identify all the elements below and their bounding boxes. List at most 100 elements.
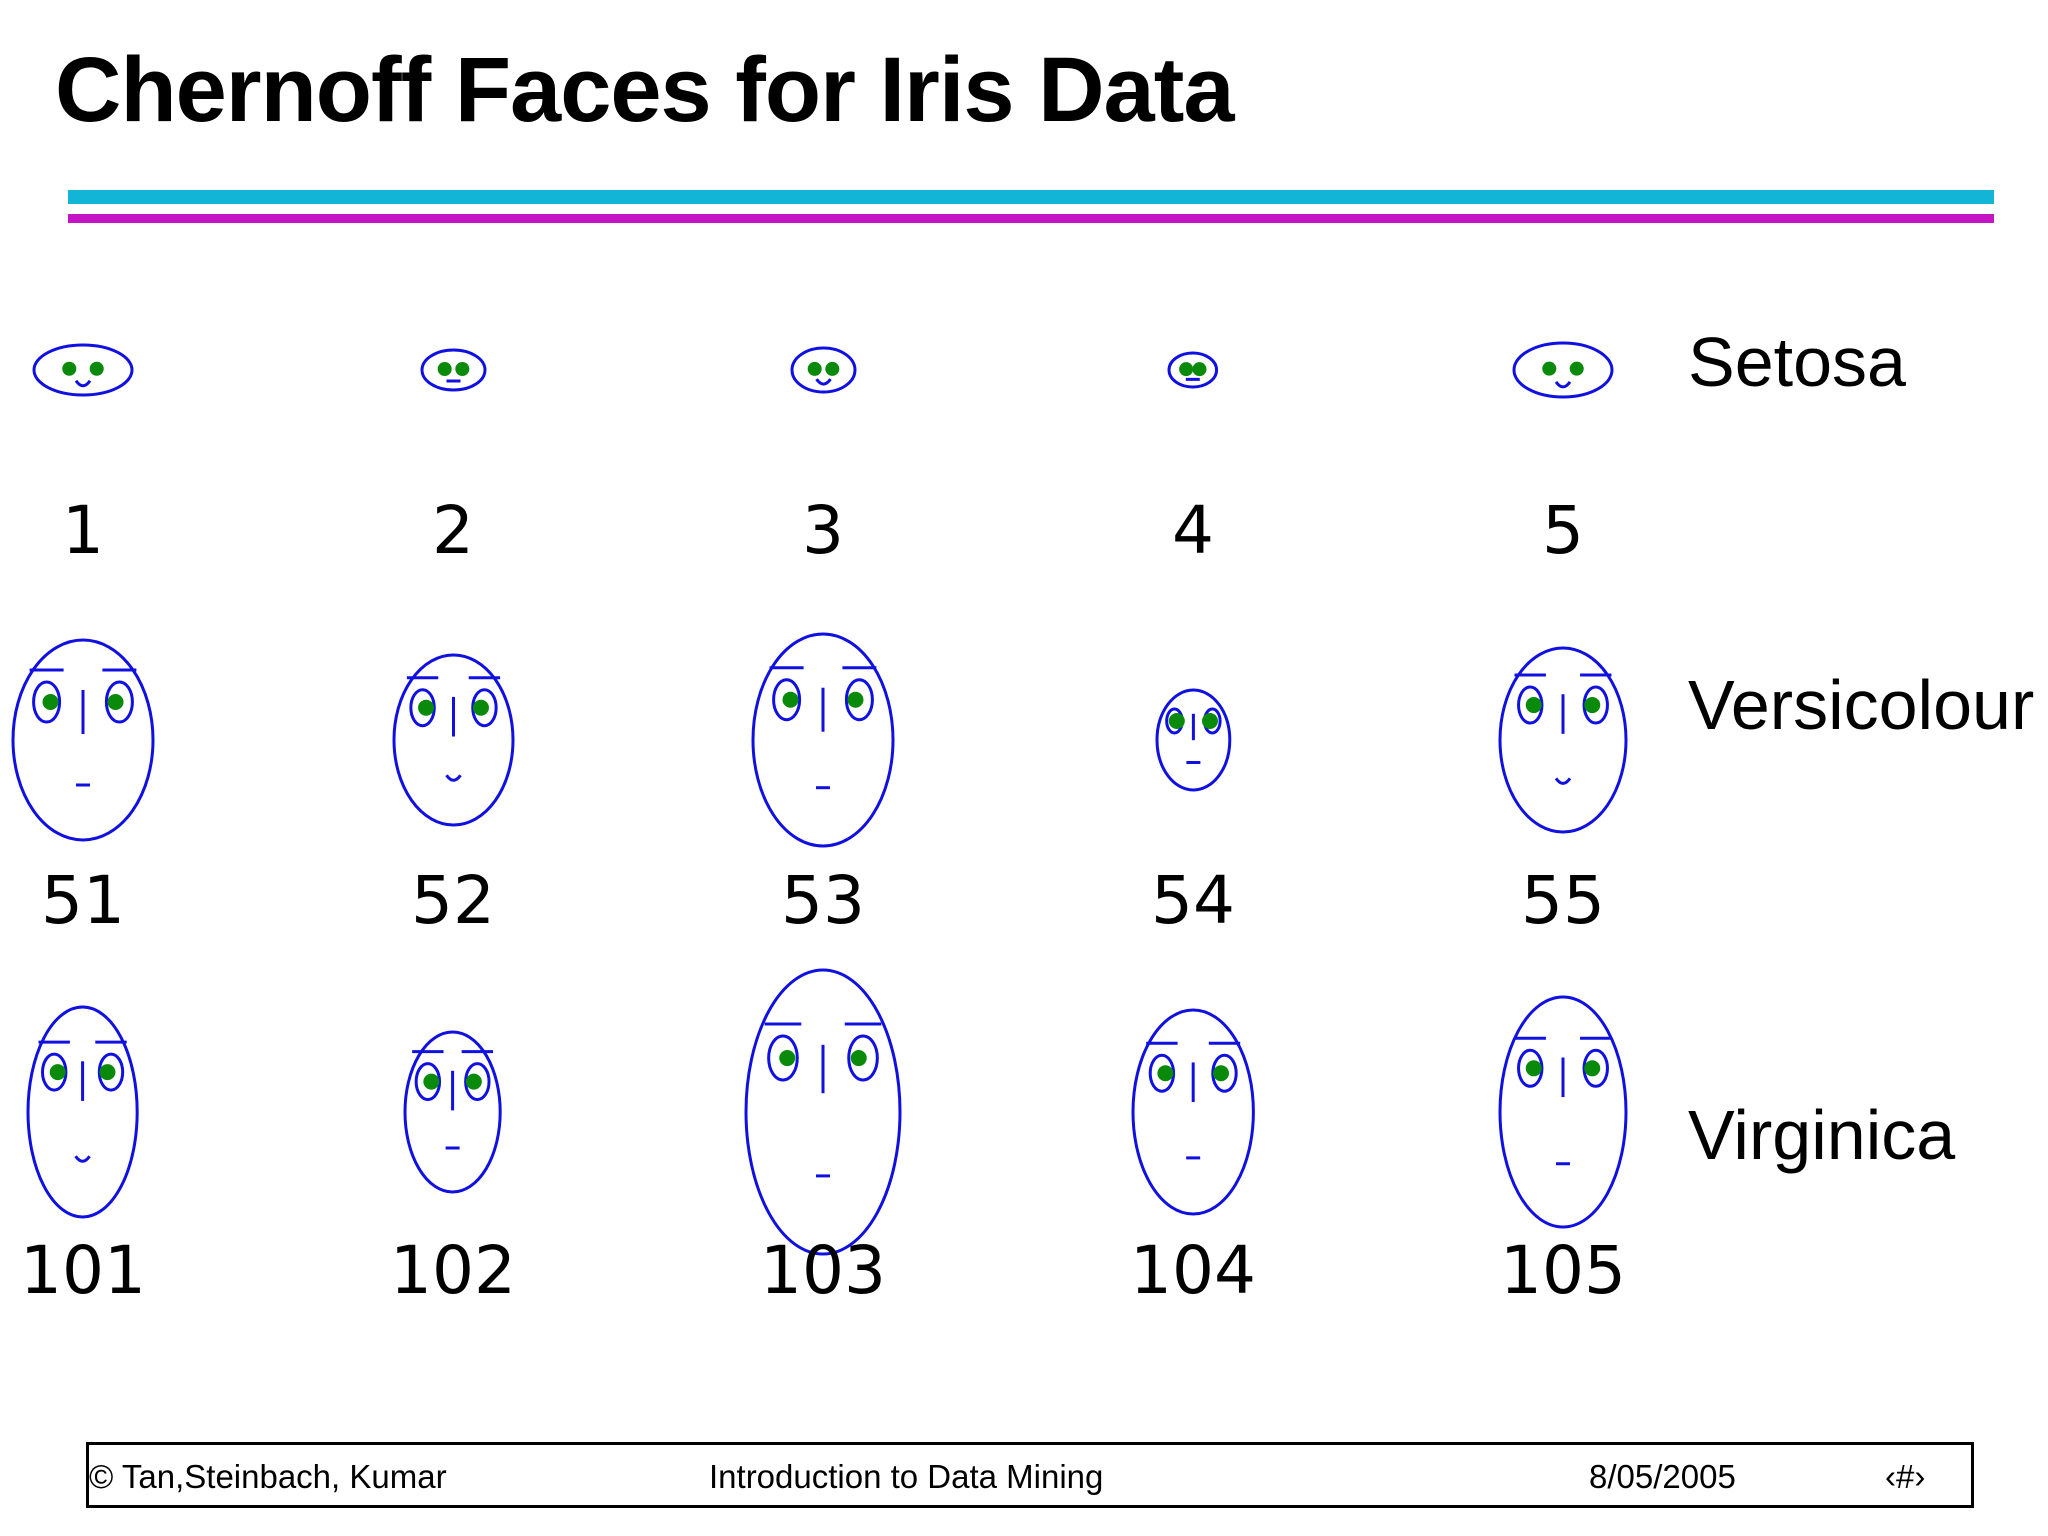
face-number-51: 51 (41, 862, 125, 939)
mouth (1554, 380, 1572, 389)
pupil (50, 1064, 67, 1081)
pupil (1525, 1060, 1542, 1077)
footer-date: 8/05/2005 (1589, 1458, 1736, 1495)
chernoff-face-102 (403, 1030, 503, 1194)
title-rule-magenta (68, 214, 1994, 223)
species-label-virginica: Virginica (1688, 1096, 1956, 1174)
chernoff-face-53 (751, 632, 895, 848)
eye (1517, 1048, 1544, 1088)
pupil (472, 699, 489, 716)
pupil (1168, 713, 1185, 730)
face-outline (1512, 341, 1614, 399)
species-label-versicolour: Versicolour (1688, 666, 2035, 744)
chernoff-face-3 (790, 346, 856, 394)
face-outline (26, 1005, 140, 1219)
eye (415, 1062, 442, 1102)
pupil (807, 361, 822, 376)
eye (767, 1034, 799, 1082)
face-outline (1155, 688, 1231, 792)
pupil (1525, 697, 1542, 714)
chernoff-face-103 (744, 968, 902, 1256)
mouth (444, 774, 462, 782)
eye (1582, 685, 1609, 725)
chernoff-face-5 (1512, 341, 1614, 399)
face-number-4: 4 (1172, 492, 1214, 569)
title-rule-cyan (68, 190, 1994, 204)
footer-course: Introduction to Data Mining (709, 1458, 1104, 1495)
eye (844, 678, 874, 722)
face-outline (744, 968, 902, 1256)
face-number-101: 101 (20, 1232, 146, 1309)
face-outline (420, 348, 486, 392)
pupil (423, 1073, 440, 1090)
face-number-103: 103 (760, 1232, 886, 1309)
face-outline (1498, 995, 1628, 1229)
eye (847, 1034, 879, 1082)
chernoff-face-1 (32, 343, 134, 397)
pupil (1569, 361, 1584, 376)
chernoff-face-54 (1155, 688, 1231, 792)
pupil (1157, 1065, 1174, 1082)
face-number-55: 55 (1521, 862, 1605, 939)
eye (1517, 685, 1544, 725)
chernoff-face-2 (420, 348, 486, 392)
species-label-setosa: Setosa (1688, 323, 1906, 401)
eye (772, 678, 802, 722)
pupil (62, 361, 77, 376)
chernoff-face-101 (26, 1005, 140, 1219)
face-outline (1167, 351, 1219, 389)
mouth (814, 378, 832, 386)
chernoff-face-55 (1498, 646, 1628, 834)
eye (1582, 1048, 1609, 1088)
face-outline (403, 1030, 503, 1194)
face-number-2: 2 (432, 492, 474, 569)
face-outline (1131, 1008, 1255, 1216)
face-number-52: 52 (411, 862, 495, 939)
footer-authors: © Tan,Steinbach, Kumar (89, 1458, 447, 1495)
face-number-53: 53 (781, 862, 865, 939)
pupil (1179, 362, 1194, 377)
eye (464, 1062, 491, 1102)
face-outline (392, 653, 514, 827)
pupil (1212, 1065, 1229, 1082)
face-number-5: 5 (1542, 492, 1584, 569)
chernoff-face-105 (1498, 995, 1628, 1229)
face-number-102: 102 (390, 1232, 516, 1309)
chernoff-face-104 (1131, 1008, 1255, 1216)
chernoff-face-51 (11, 638, 155, 842)
pupil (89, 361, 104, 376)
eye (104, 680, 134, 724)
pupil (437, 362, 452, 376)
eye (32, 680, 62, 724)
pupil (107, 694, 124, 710)
face-outline (32, 343, 134, 397)
face-number-54: 54 (1151, 862, 1235, 939)
eye (41, 1052, 68, 1092)
eye (470, 688, 498, 728)
pupil (99, 1064, 116, 1081)
slide-title: Chernoff Faces for Iris Data (55, 39, 1235, 141)
mouth (74, 1155, 92, 1163)
face-number-105: 105 (1500, 1232, 1626, 1309)
face-outline (1498, 646, 1628, 834)
pupil (454, 362, 469, 376)
pupil (1542, 361, 1557, 376)
face-outline (790, 346, 856, 394)
pupil (1192, 362, 1207, 377)
chernoff-face-4 (1167, 351, 1219, 389)
face-outline (751, 632, 895, 848)
face-outline (11, 638, 155, 842)
face-number-104: 104 (1130, 1232, 1256, 1309)
pupil (1201, 713, 1218, 730)
chernoff-face-52 (392, 653, 514, 827)
eye (1148, 1053, 1175, 1093)
pupil (42, 694, 59, 710)
pupil (850, 1050, 867, 1067)
eye (408, 688, 436, 728)
eye (1211, 1053, 1238, 1093)
eye (98, 1052, 125, 1092)
pupil (1584, 1060, 1601, 1077)
pupil (417, 699, 434, 716)
pupil (847, 691, 864, 708)
pupil (782, 691, 799, 708)
